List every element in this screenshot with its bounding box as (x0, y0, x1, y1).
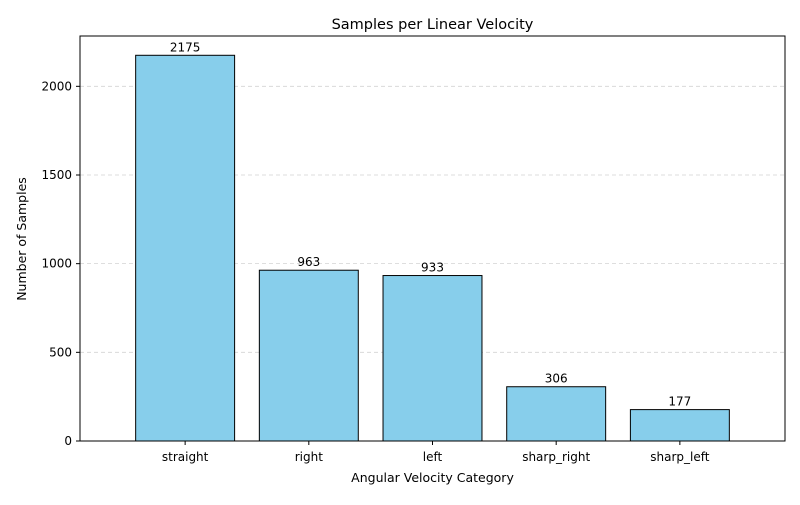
data-label-sharp_left: 177 (668, 395, 691, 409)
y-tick-label: 1500 (41, 168, 72, 182)
chart-title: Samples per Linear Velocity (332, 17, 534, 33)
x-tick-label-right: right (295, 450, 323, 464)
x-axis-label: Angular Velocity Category (351, 470, 514, 485)
x-tick-label-straight: straight (162, 450, 209, 464)
x-axis-ticks: straight right left sharp_right sharp_left (162, 441, 710, 464)
x-tick-label-sharp_left: sharp_left (650, 450, 709, 464)
data-label-right: 963 (297, 255, 320, 269)
bar-left (382, 275, 483, 442)
bars (135, 54, 730, 442)
y-tick-label: 0 (64, 434, 72, 448)
y-axis-label: Number of Samples (14, 177, 29, 301)
data-label-straight: 2175 (170, 40, 201, 54)
x-tick-label-left: left (423, 450, 443, 464)
y-axis-ticks: 0 500 1000 1500 2000 (41, 79, 80, 448)
bar-straight (135, 54, 236, 442)
y-tick-label: 2000 (41, 79, 72, 93)
data-labels: 2175 963 933 306 177 (170, 40, 691, 408)
data-label-left: 933 (421, 261, 444, 275)
y-tick-label: 1000 (41, 257, 72, 271)
bar-right (258, 269, 359, 442)
x-tick-label-sharp_right: sharp_right (522, 450, 590, 464)
bar-sharp_left (629, 409, 730, 442)
bar-sharp_right (506, 386, 607, 442)
y-tick-label: 500 (49, 345, 72, 359)
data-label-sharp_right: 306 (545, 372, 568, 386)
